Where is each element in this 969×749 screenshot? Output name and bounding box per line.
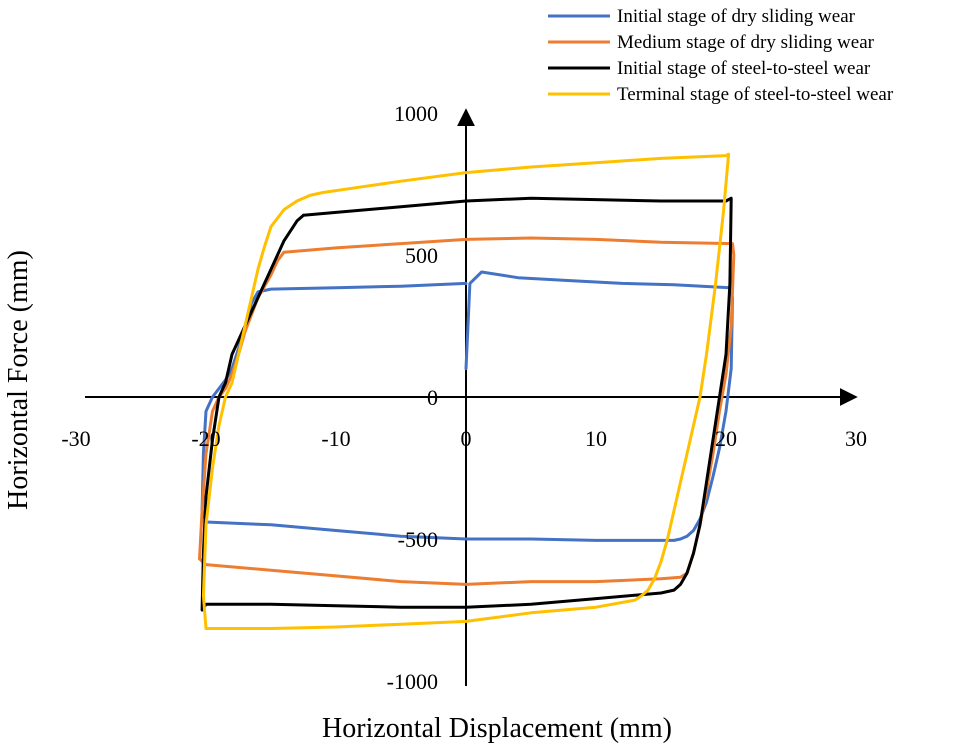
x-tick-label: 10 bbox=[585, 426, 607, 451]
x-tick-label: -20 bbox=[191, 426, 220, 451]
series-layer bbox=[198, 152, 736, 630]
y-tick-label: -1000 bbox=[387, 669, 438, 694]
y-tick-label: 1000 bbox=[394, 101, 438, 126]
y-axis-title: Horizontal Force (mm) bbox=[3, 250, 34, 510]
series-line-1 bbox=[200, 270, 734, 542]
tick-layer: -30 -20 -10 0 10 20 30 -1000 -500 0 500 1000 bbox=[61, 101, 867, 694]
y-tick-label: -500 bbox=[398, 527, 438, 552]
legend-label-4: Terminal stage of steel-to-steel wear bbox=[617, 84, 894, 105]
series-line-3 bbox=[200, 196, 733, 612]
legend: Initial stage of dry sliding wear Medium … bbox=[548, 6, 894, 105]
legend-label-2: Medium stage of dry sliding wear bbox=[617, 32, 875, 53]
x-tick-label: 0 bbox=[461, 426, 472, 451]
x-tick-label: 20 bbox=[715, 426, 737, 451]
y-tick-label: 0 bbox=[427, 385, 438, 410]
series-line-4 bbox=[201, 152, 731, 630]
legend-label-3: Initial stage of steel-to-steel wear bbox=[617, 58, 871, 79]
legend-label-1: Initial stage of dry sliding wear bbox=[617, 6, 856, 27]
x-axis-title: Horizontal Displacement (mm) bbox=[322, 713, 672, 744]
x-tick-label: -30 bbox=[61, 426, 90, 451]
x-tick-label: 30 bbox=[845, 426, 867, 451]
y-tick-label: 500 bbox=[405, 243, 438, 268]
series-line-2 bbox=[198, 236, 736, 586]
x-tick-label: -10 bbox=[321, 426, 350, 451]
